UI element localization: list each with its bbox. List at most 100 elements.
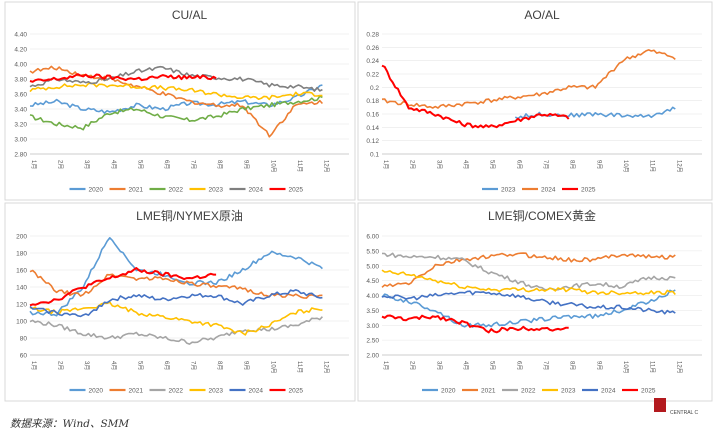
x-tick-label: 6月 bbox=[163, 160, 170, 169]
logo-text: CENTRAL C bbox=[670, 410, 699, 416]
legend-label-2020: 2020 bbox=[441, 388, 456, 395]
x-tick-label: 1月 bbox=[382, 361, 389, 370]
x-tick-label: 5月 bbox=[136, 361, 143, 370]
x-tick-label: 11月 bbox=[296, 160, 303, 172]
series-line-2021 bbox=[29, 269, 323, 299]
x-tick-label: 3月 bbox=[83, 361, 90, 370]
x-tick-label: 12月 bbox=[675, 361, 682, 374]
x-tick-label: 4月 bbox=[110, 361, 117, 370]
y-tick-label: 3.80 bbox=[14, 77, 27, 84]
x-tick-label: 7月 bbox=[190, 160, 197, 169]
legend-label-2020: 2020 bbox=[89, 187, 104, 194]
chart-title: CU/AL bbox=[172, 8, 208, 22]
source-note: 数据来源：Wind、SMM bbox=[10, 418, 130, 430]
x-tick-label: 1月 bbox=[382, 160, 389, 169]
legend-label-2023: 2023 bbox=[209, 388, 224, 395]
series-line-2022 bbox=[29, 316, 323, 345]
x-tick-label: 5月 bbox=[489, 160, 496, 169]
y-tick-label: 0.18 bbox=[366, 98, 379, 105]
legend-label-2024: 2024 bbox=[249, 187, 264, 194]
x-tick-label: 2月 bbox=[57, 361, 64, 370]
y-tick-label: 4.40 bbox=[14, 32, 27, 39]
y-tick-label: 3.40 bbox=[14, 107, 27, 114]
panel-frame bbox=[4, 1, 356, 201]
x-tick-label: 1月 bbox=[30, 160, 37, 169]
y-tick-label: 3.50 bbox=[366, 308, 379, 315]
y-tick-label: 0.28 bbox=[366, 32, 379, 39]
series-line-2025 bbox=[29, 73, 217, 83]
series-line-2025 bbox=[29, 267, 217, 307]
series-line-2022 bbox=[29, 95, 323, 131]
x-tick-label: 6月 bbox=[163, 361, 170, 370]
series-line-2025 bbox=[381, 64, 570, 129]
legend-label-2022: 2022 bbox=[169, 187, 184, 194]
y-tick-label: 4.20 bbox=[14, 47, 27, 54]
legend-label-2024: 2024 bbox=[249, 388, 264, 395]
series-line-2024 bbox=[29, 65, 323, 92]
legend-label-2022: 2022 bbox=[169, 388, 184, 395]
y-tick-label: 0.26 bbox=[366, 45, 379, 52]
y-tick-label: 160 bbox=[16, 268, 27, 275]
legend-label-2023: 2023 bbox=[561, 388, 576, 395]
series-line-2023 bbox=[29, 301, 323, 336]
y-tick-label: 0.24 bbox=[366, 58, 379, 65]
x-tick-label: 11月 bbox=[296, 361, 303, 373]
x-tick-label: 10月 bbox=[269, 361, 276, 374]
x-tick-label: 7月 bbox=[542, 160, 549, 169]
y-tick-label: 4.50 bbox=[366, 278, 379, 285]
x-tick-label: 4月 bbox=[110, 160, 117, 169]
series-line-2024 bbox=[381, 49, 676, 109]
series-line-2023 bbox=[29, 82, 323, 101]
x-tick-label: 10月 bbox=[622, 361, 629, 374]
chart-panel-4: LME铜/COMEX黄金 6.00 5.50 5.00 4.50 4.00 3.50 3.00… bbox=[357, 202, 713, 402]
y-tick-label: 4.00 bbox=[366, 293, 379, 300]
y-tick-label: 2.50 bbox=[366, 338, 379, 345]
y-tick-label: 0.14 bbox=[366, 125, 379, 132]
x-tick-label: 5月 bbox=[136, 160, 143, 169]
x-tick-label: 2月 bbox=[409, 160, 416, 169]
y-tick-label: 0.1 bbox=[370, 152, 379, 159]
x-tick-label: 4月 bbox=[462, 361, 469, 370]
x-tick-label: 4月 bbox=[462, 160, 469, 169]
x-tick-label: 5月 bbox=[489, 361, 496, 370]
x-tick-label: 12月 bbox=[322, 160, 329, 173]
x-tick-label: 6月 bbox=[515, 361, 522, 370]
x-tick-label: 12月 bbox=[675, 160, 682, 173]
panel-frame bbox=[357, 202, 713, 402]
chart-title: AO/AL bbox=[524, 8, 560, 22]
legend-label-2021: 2021 bbox=[129, 187, 144, 194]
y-tick-label: 3.00 bbox=[14, 137, 27, 144]
legend-label-2025: 2025 bbox=[581, 187, 596, 194]
x-tick-label: 7月 bbox=[542, 361, 549, 370]
chart-title: LME铜/NYMEX原油 bbox=[136, 208, 243, 223]
x-tick-label: 3月 bbox=[83, 160, 90, 169]
y-tick-label: 5.50 bbox=[366, 248, 379, 255]
chart-panel-2: AO/AL0.280.260.240.220.20.180.160.140.12… bbox=[357, 1, 713, 201]
x-tick-label: 8月 bbox=[216, 361, 223, 370]
legend-label-2023: 2023 bbox=[501, 187, 516, 194]
x-tick-label: 9月 bbox=[243, 160, 250, 169]
y-tick-label: 5.00 bbox=[366, 263, 379, 270]
legend-label-2020: 2020 bbox=[89, 388, 104, 395]
x-tick-label: 2月 bbox=[57, 160, 64, 169]
x-tick-label: 8月 bbox=[569, 361, 576, 370]
y-tick-label: 0.16 bbox=[366, 112, 379, 119]
legend-label-2025: 2025 bbox=[289, 187, 304, 194]
x-tick-label: 11月 bbox=[649, 361, 656, 373]
y-tick-label: 0.2 bbox=[370, 85, 379, 92]
y-tick-label: 2.80 bbox=[14, 152, 27, 159]
y-tick-label: 2.00 bbox=[366, 353, 379, 360]
x-tick-label: 9月 bbox=[595, 160, 602, 169]
chart-title: LME铜/COMEX黄金 bbox=[488, 208, 596, 223]
chart-panel-1: CU/AL 4.40 4.20 4.00 3.80 3.60 3.40 3.20 3.00 2.8… bbox=[4, 1, 356, 201]
x-tick-label: 10月 bbox=[269, 160, 276, 173]
legend-label-2024: 2024 bbox=[541, 187, 556, 194]
series-line-2021 bbox=[381, 252, 676, 288]
y-tick-label: 80 bbox=[20, 336, 28, 343]
legend-label-2021: 2021 bbox=[481, 388, 496, 395]
x-tick-label: 2月 bbox=[409, 361, 416, 370]
logo: CENTRAL C bbox=[652, 396, 716, 420]
legend-label-2021: 2021 bbox=[129, 388, 144, 395]
